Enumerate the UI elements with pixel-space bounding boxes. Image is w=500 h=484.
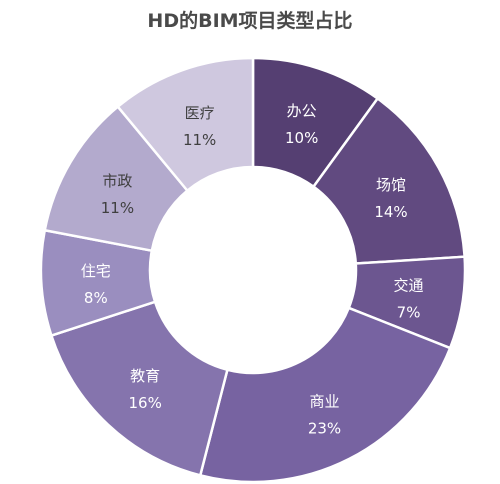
slice-7 [116,56,255,192]
slice-percent-6: 11% [101,199,134,217]
slice-label-5: 住宅 [81,262,111,280]
slice-label-7: 医疗 [185,104,215,122]
slice-percent-4: 16% [129,394,162,412]
slice-percent-0: 10% [285,129,318,147]
chart-title: HD的BIM项目类型占比 [147,10,353,32]
slice-label-3: 商业 [309,392,339,410]
slice-3 [199,306,452,484]
slice-percent-5: 8% [84,289,108,307]
slice-percent-1: 14% [374,203,407,221]
slice-label-4: 教育 [130,367,160,385]
slice-percent-2: 7% [397,304,421,322]
slice-label-6: 市政 [102,172,132,190]
slice-label-1: 场馆 [376,176,406,194]
slice-4 [50,300,229,477]
slice-percent-7: 11% [183,131,216,149]
slice-1 [312,97,466,265]
slice-label-0: 办公 [287,102,317,120]
slice-label-2: 交通 [394,277,424,295]
slice-percent-3: 23% [308,419,341,437]
